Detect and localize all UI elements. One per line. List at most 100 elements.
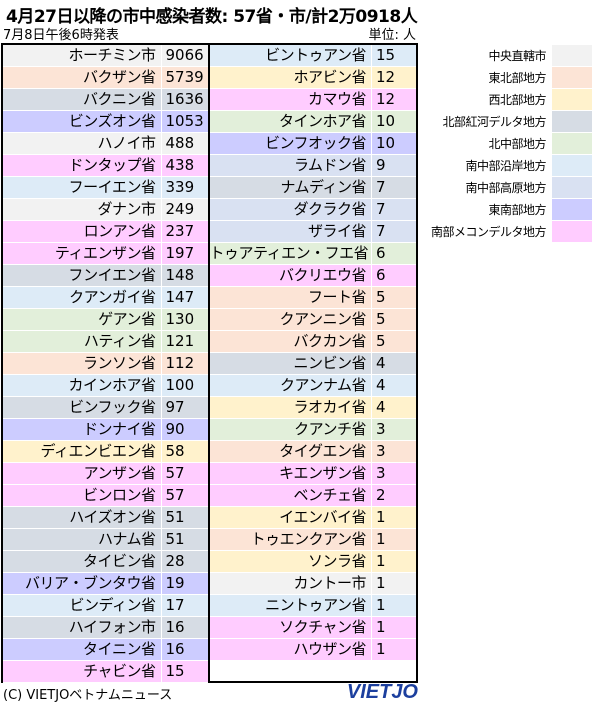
- province-name: ザライ省: [210, 221, 372, 242]
- province-name: ハノイ市: [3, 133, 162, 154]
- case-count: 1: [376, 596, 386, 614]
- province-name: ソンラ省: [210, 551, 372, 572]
- province-name: タイニン省: [3, 639, 162, 660]
- province-name: キエンザン省: [210, 463, 372, 484]
- legend-item: 南部メコンデルタ地方: [420, 220, 592, 242]
- case-count: 4: [376, 398, 386, 416]
- table-row: ニンビン省 4: [209, 353, 416, 375]
- legend-item: 西北部地方: [420, 88, 592, 110]
- legend-label: 南中部沿岸地方: [465, 158, 546, 173]
- province-name: バクリエウ省: [210, 265, 372, 286]
- table-row: ソクチャン省 1: [209, 617, 416, 639]
- table-row: ハナム省 51: [3, 529, 208, 551]
- case-count: 5: [376, 288, 386, 306]
- table-row: ダナン市 249: [3, 199, 208, 221]
- province-name: クアンガイ省: [3, 287, 162, 308]
- table-row: ドンナイ省 90: [3, 419, 208, 441]
- case-count: 10: [376, 134, 396, 152]
- province-name: チャビン省: [3, 661, 162, 682]
- case-count: 57: [165, 486, 185, 504]
- case-count: 1: [376, 640, 386, 658]
- table-row: タイニン省 16: [3, 639, 208, 661]
- case-count: 5739: [165, 68, 204, 86]
- legend-item: 東北部地方: [420, 66, 592, 88]
- legend-swatch: [552, 66, 592, 88]
- case-count: 112: [165, 354, 195, 372]
- table-row: チャビン省 15: [3, 661, 208, 683]
- legend-item: 北中部地方: [420, 132, 592, 154]
- province-name: カインホア省: [3, 375, 162, 396]
- province-name: タインホア省: [210, 111, 372, 132]
- province-name: ビンフオック省: [210, 133, 372, 154]
- case-count: 10: [376, 112, 396, 130]
- table-row: ソンラ省 1: [209, 551, 416, 573]
- legend-label: 南部メコンデルタ地方: [430, 224, 547, 239]
- province-name: ベンチェ省: [210, 485, 372, 506]
- legend-label: 北部紅河デルタ地方: [442, 114, 546, 129]
- table-row: トゥアティエン・フエ省 6: [209, 243, 416, 265]
- province-name: フーイエン省: [3, 177, 162, 198]
- table-row: ラムドン省 9: [209, 155, 416, 177]
- province-name: ダナン市: [3, 199, 162, 220]
- province-name: フンイエン省: [3, 265, 162, 286]
- legend-item: 南中部沿岸地方: [420, 154, 592, 176]
- legend-swatch: [552, 44, 592, 66]
- table-row: ザライ省 7: [209, 221, 416, 243]
- table-row: カインホア省 100: [3, 375, 208, 397]
- province-name: ビンロン省: [3, 485, 162, 506]
- case-count: 15: [376, 46, 396, 64]
- table-row: ラオカイ省 4: [209, 397, 416, 419]
- case-count: 5: [376, 310, 386, 328]
- legend-swatch: [552, 176, 592, 198]
- table-row: ナムディン省 7: [209, 177, 416, 199]
- case-count: 148: [165, 266, 195, 284]
- case-count: 4: [376, 354, 386, 372]
- table-row: フンイエン省 148: [3, 265, 208, 287]
- case-count: 1: [376, 618, 386, 636]
- province-name: ディエンビエン省: [3, 441, 162, 462]
- province-name: ゲアン省: [3, 309, 162, 330]
- table-row: カマウ省 12: [209, 89, 416, 111]
- case-count: 3: [376, 442, 386, 460]
- province-name: バクザン省: [3, 67, 162, 88]
- legend-swatch: [552, 198, 592, 220]
- province-name: ハティン省: [3, 331, 162, 352]
- table-row: クアンナム省 4: [209, 375, 416, 397]
- case-count: 12: [376, 68, 396, 86]
- province-name: イエンバイ省: [210, 507, 372, 528]
- province-name: タイグエン省: [210, 441, 372, 462]
- table-row: ビンロン省 57: [3, 485, 208, 507]
- province-name: ソクチャン省: [210, 617, 372, 638]
- table-row: ニントゥアン省 1: [209, 595, 416, 617]
- legend-swatch: [552, 110, 592, 132]
- case-count: 1: [376, 530, 386, 548]
- table-row: ディエンビエン省 58: [3, 441, 208, 463]
- table-row: タイグエン省 3: [209, 441, 416, 463]
- table-row: ベンチェ省 2: [209, 485, 416, 507]
- legend-label: 東南部地方: [488, 202, 546, 217]
- province-name: ナムディン省: [210, 177, 372, 198]
- table-row: ダクラク省 7: [209, 199, 416, 221]
- province-name: ニントゥアン省: [210, 595, 372, 616]
- case-count: 3: [376, 464, 386, 482]
- case-count: 1: [376, 508, 386, 526]
- table-row: ビントゥアン省 15: [209, 45, 416, 67]
- case-count: 1053: [165, 112, 204, 130]
- case-count: 51: [165, 530, 185, 548]
- case-count: 17: [165, 596, 185, 614]
- table-row: カントー市 1: [209, 573, 416, 595]
- case-count: 488: [165, 134, 195, 152]
- province-name: バリア・ブンタウ省: [3, 573, 162, 594]
- table-row: フート省 5: [209, 287, 416, 309]
- case-count: 339: [165, 178, 195, 196]
- case-count: 16: [165, 618, 185, 636]
- cases-table: ホーチミン市 9066 バクザン省 5739 バクニン省 1636 ビンズオン省 1053 ハノ…: [1, 43, 418, 683]
- case-count: 5: [376, 332, 386, 350]
- case-count: 1: [376, 552, 386, 570]
- province-name: トゥアティエン・フエ省: [210, 243, 372, 264]
- province-name: ロンアン省: [3, 221, 162, 242]
- case-count: 19: [165, 574, 185, 592]
- province-name: ハイズオン省: [3, 507, 162, 528]
- province-name: ハウザン省: [210, 639, 372, 660]
- province-name: カマウ省: [210, 89, 372, 110]
